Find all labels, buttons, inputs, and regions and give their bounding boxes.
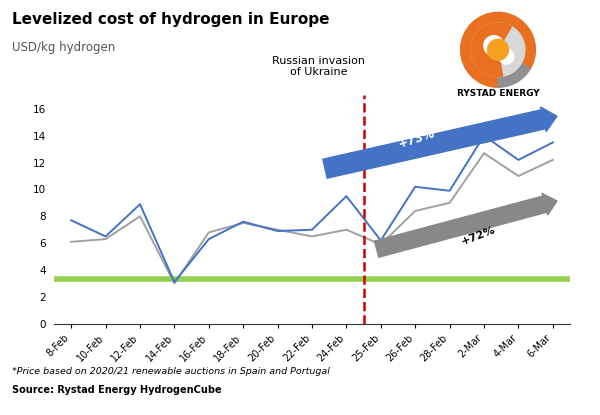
Circle shape — [499, 49, 514, 64]
Text: +72%: +72% — [460, 224, 497, 247]
Text: RYSTAD ENERGY: RYSTAD ENERGY — [457, 89, 539, 98]
Wedge shape — [498, 12, 535, 68]
Text: Russian invasion
of Ukraine: Russian invasion of Ukraine — [272, 56, 365, 77]
Text: Levelized cost of hydrogen in Europe: Levelized cost of hydrogen in Europe — [12, 12, 329, 27]
Text: *Price based on 2020/21 renewable auctions in Spain and Portugal: *Price based on 2020/21 renewable auctio… — [12, 367, 330, 376]
Wedge shape — [471, 23, 511, 77]
Wedge shape — [498, 50, 530, 87]
Circle shape — [488, 39, 508, 60]
Circle shape — [484, 36, 504, 56]
Wedge shape — [461, 12, 498, 87]
Text: Source: Rystad Energy HydrogenCube: Source: Rystad Energy HydrogenCube — [12, 385, 221, 395]
Circle shape — [471, 23, 525, 77]
Text: +73%: +73% — [397, 126, 437, 150]
Circle shape — [461, 12, 535, 87]
Text: USD/kg hydrogen: USD/kg hydrogen — [12, 42, 115, 54]
